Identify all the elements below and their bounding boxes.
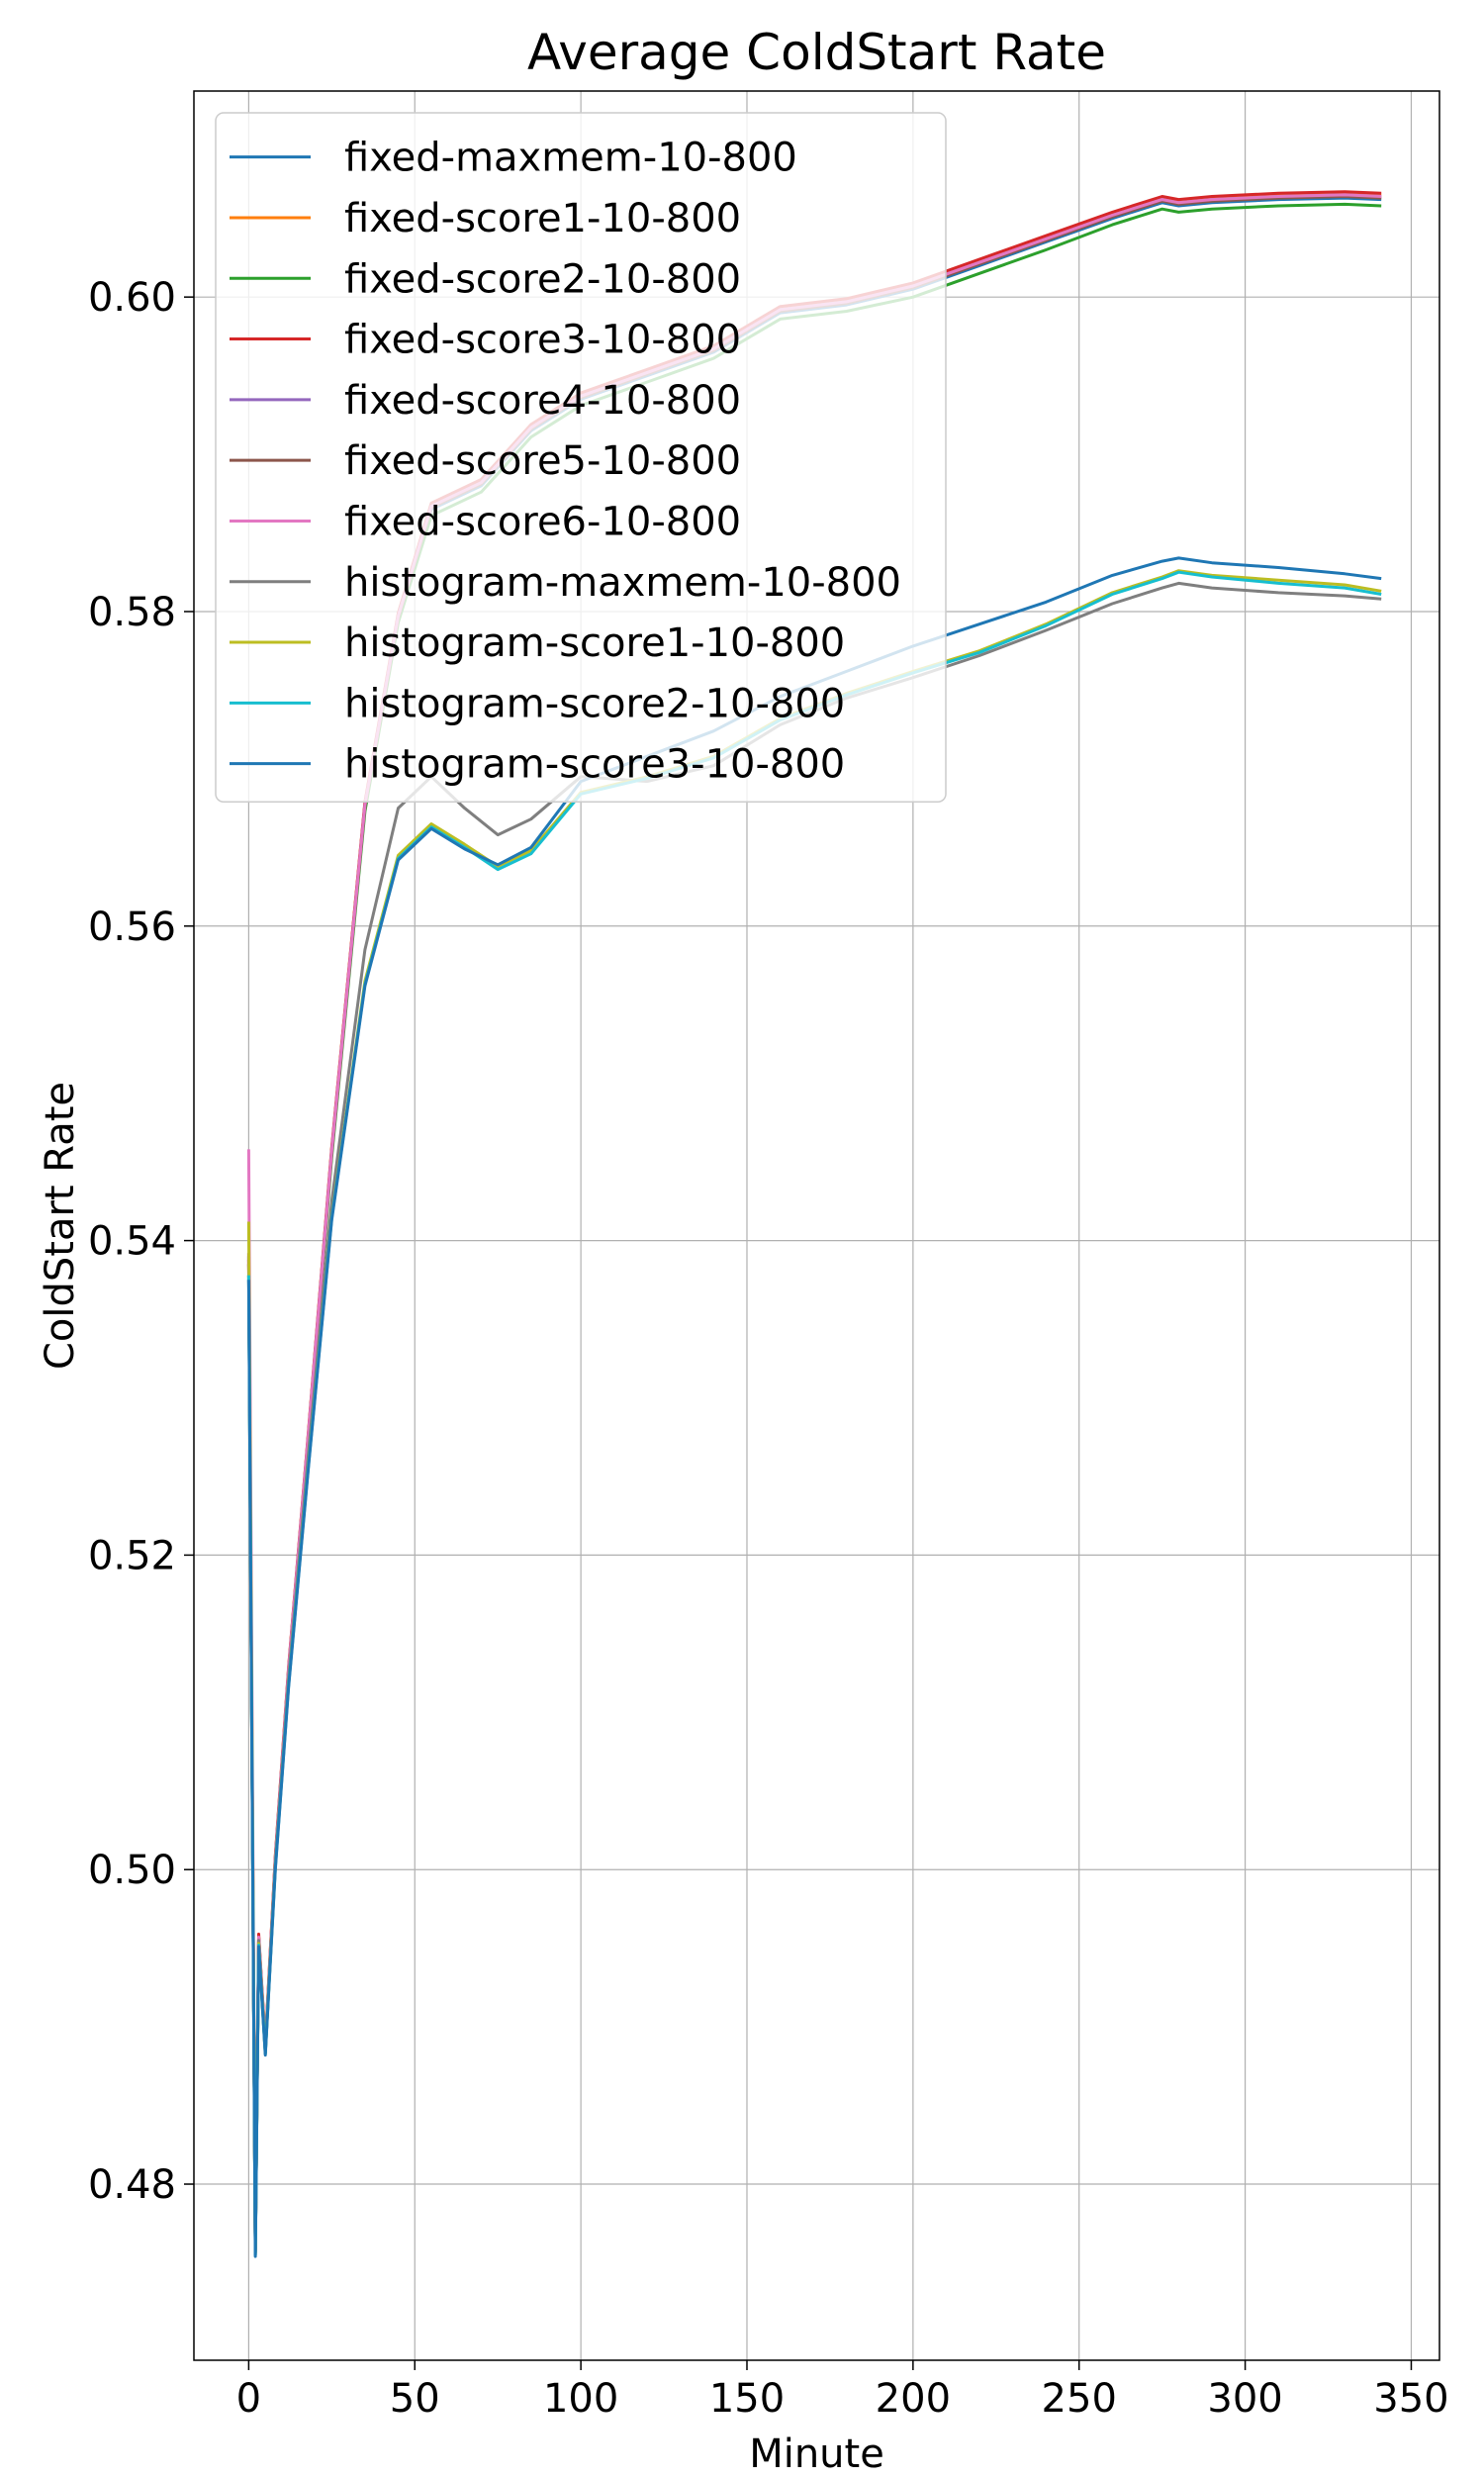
x-tick-label: 350 <box>1373 2376 1448 2422</box>
x-axis: 0 50 100 150 200 250 300 350 <box>236 2360 1449 2422</box>
y-tick-label: 0.50 <box>88 1848 176 1893</box>
x-tick-label: 250 <box>1042 2376 1117 2422</box>
x-tick-label: 100 <box>543 2376 618 2422</box>
legend-label: fixed-score5-10-800 <box>344 438 741 484</box>
legend-label: histogram-score3-10-800 <box>344 742 845 788</box>
y-tick-label: 0.48 <box>88 2162 176 2208</box>
x-tick-label: 300 <box>1207 2376 1282 2422</box>
legend-label: fixed-score3-10-800 <box>344 318 741 363</box>
y-tick-label: 0.58 <box>88 590 176 635</box>
legend-label: histogram-score1-10-800 <box>344 620 845 666</box>
legend-label: fixed-score6-10-800 <box>344 499 741 544</box>
legend: fixed-maxmem-10-800 fixed-score1-10-800 fi… <box>215 112 947 804</box>
x-tick-label: 150 <box>709 2376 785 2422</box>
x-tick-label: 0 <box>236 2376 261 2422</box>
legend-label: fixed-score2-10-800 <box>344 256 741 302</box>
y-axis-label: ColdStart Rate <box>38 1082 83 1370</box>
legend-label: histogram-score2-10-800 <box>344 681 845 726</box>
legend-label: histogram-maxmem-10-800 <box>344 560 901 606</box>
x-axis-label: Minute <box>749 2431 884 2474</box>
legend-box <box>215 112 947 804</box>
y-tick-label: 0.52 <box>88 1533 176 1578</box>
y-tick-label: 0.54 <box>88 1219 176 1265</box>
y-tick-label: 0.60 <box>88 275 176 321</box>
legend-label: fixed-maxmem-10-800 <box>344 136 797 181</box>
plot-area-frame <box>193 90 1440 2361</box>
chart-title: Average ColdStart Rate <box>527 24 1106 81</box>
x-tick-label: 50 <box>390 2376 440 2422</box>
legend-label: fixed-score1-10-800 <box>344 196 741 241</box>
y-axis: 0.48 0.50 0.52 0.54 0.56 0.58 0.60 <box>88 275 194 2208</box>
legend-label: fixed-score4-10-800 <box>344 378 741 424</box>
y-tick-label: 0.56 <box>88 905 176 950</box>
x-tick-label: 200 <box>876 2376 951 2422</box>
